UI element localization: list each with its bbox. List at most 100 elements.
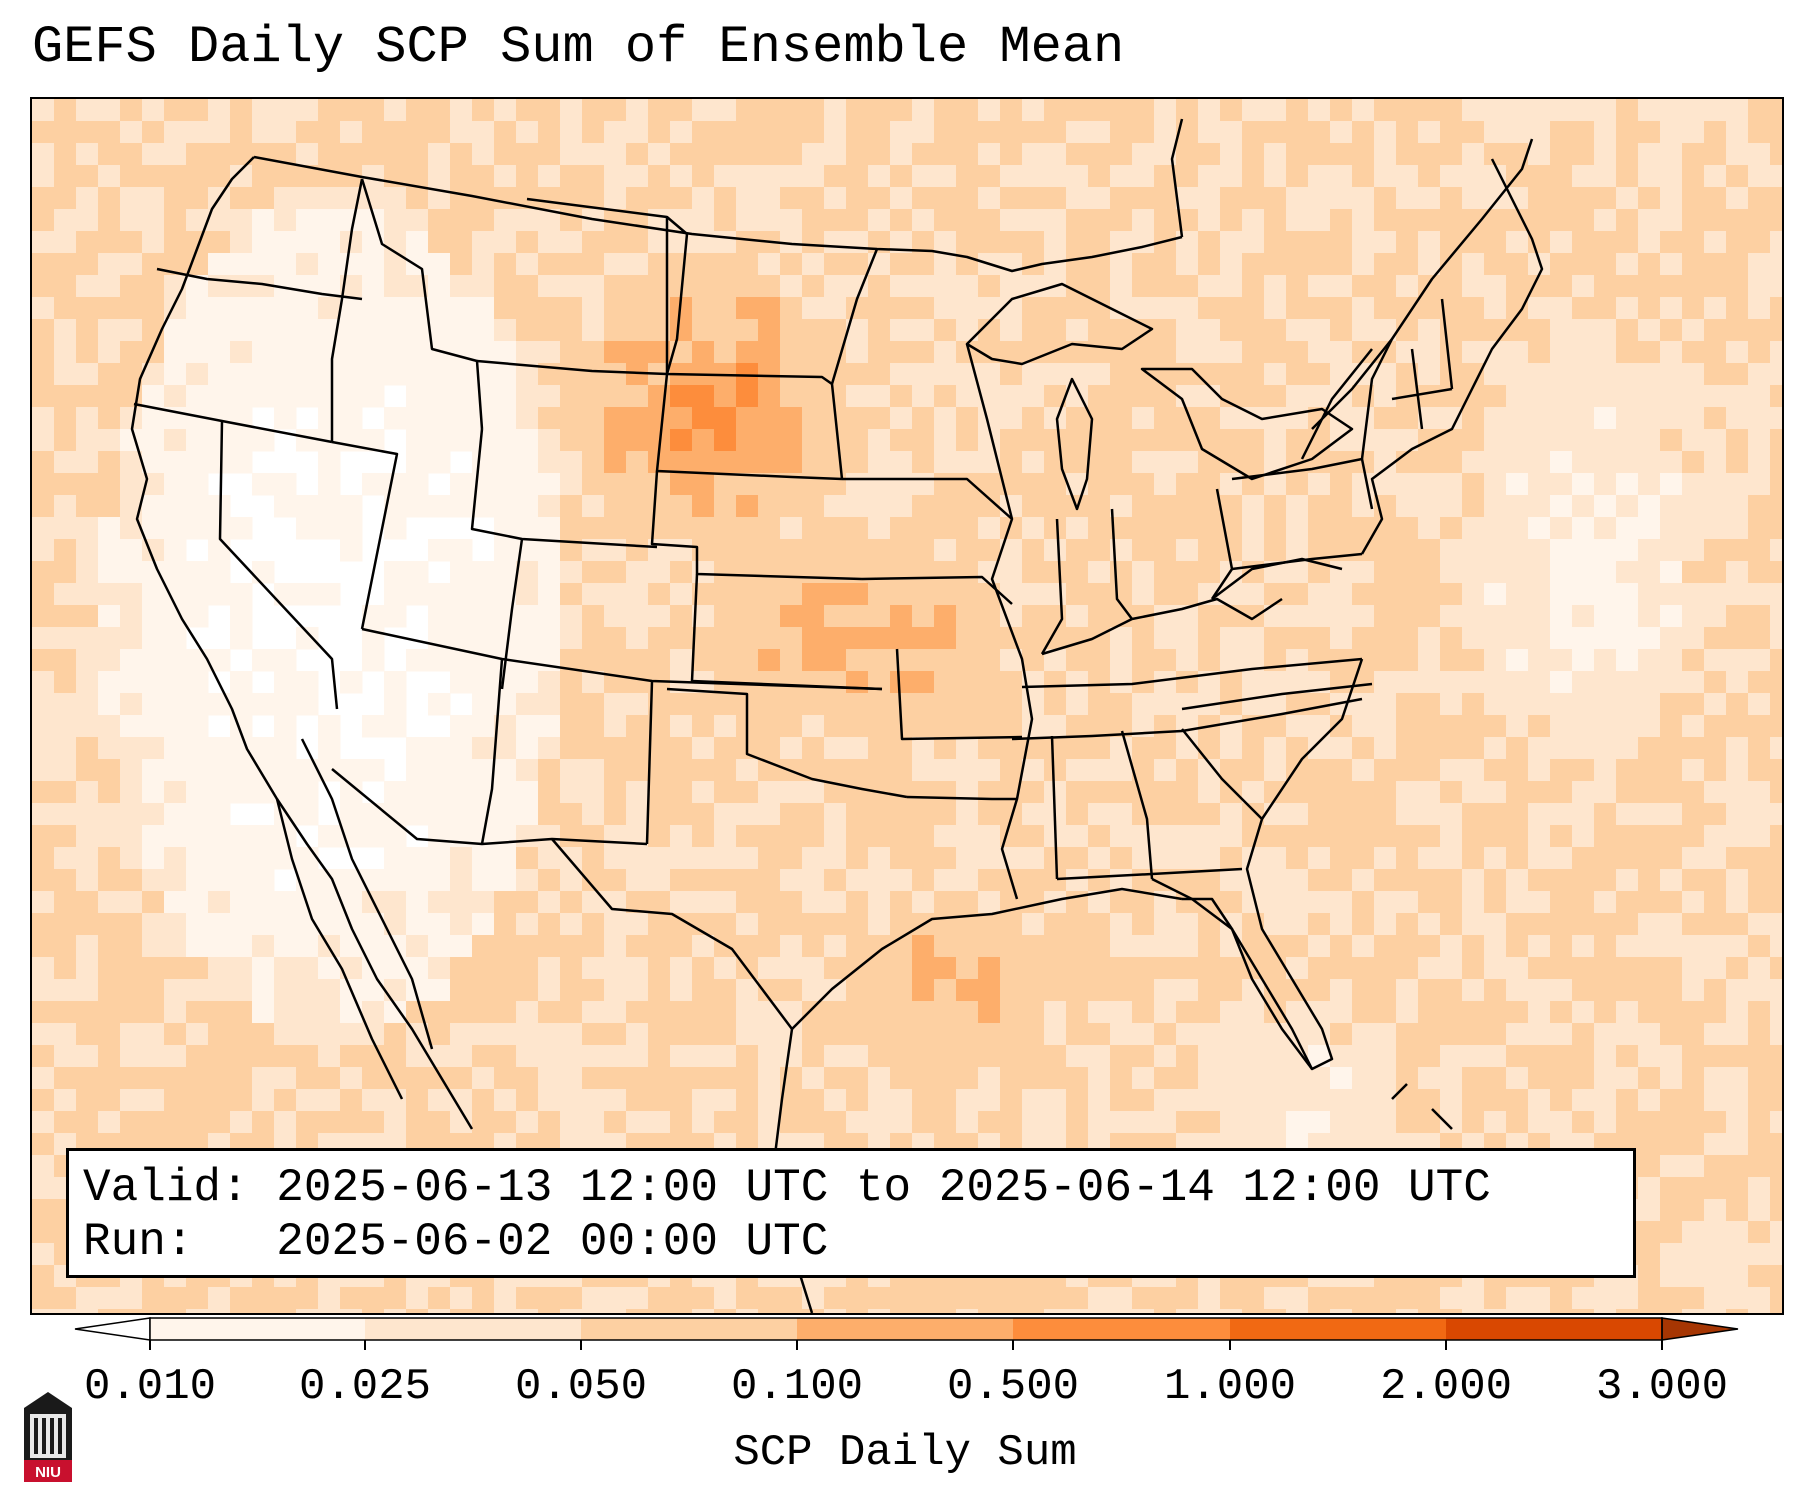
scp-cell bbox=[1330, 517, 1353, 540]
scp-cell bbox=[560, 517, 583, 540]
scp-cell bbox=[1484, 1287, 1507, 1310]
scp-cell bbox=[956, 1309, 979, 1313]
scp-cell bbox=[1286, 253, 1309, 276]
scp-cell bbox=[1440, 143, 1463, 166]
scp-cell bbox=[956, 319, 979, 342]
scp-cell bbox=[1572, 341, 1595, 364]
scp-cell bbox=[1594, 363, 1617, 386]
east-coast-ne bbox=[1360, 158, 1544, 555]
scp-cell bbox=[318, 121, 341, 144]
scp-cell bbox=[1022, 649, 1045, 672]
id-west-border bbox=[330, 178, 364, 442]
scp-cell bbox=[824, 473, 847, 496]
scp-cell bbox=[912, 693, 935, 716]
scp-cell bbox=[1132, 1089, 1155, 1112]
scp-cell bbox=[1418, 363, 1441, 386]
scp-cell bbox=[1330, 561, 1353, 584]
scp-cell bbox=[76, 1111, 99, 1134]
scp-cell bbox=[714, 649, 737, 672]
scp-cell bbox=[670, 187, 693, 210]
scp-cell bbox=[1748, 341, 1771, 364]
scp-cell bbox=[1550, 605, 1573, 628]
scp-cell bbox=[428, 847, 451, 870]
scp-cell bbox=[934, 561, 957, 584]
scp-cell bbox=[1220, 253, 1243, 276]
scp-cell bbox=[1352, 231, 1375, 254]
scp-cell bbox=[186, 209, 209, 232]
scp-cell bbox=[1374, 539, 1397, 562]
scp-cell bbox=[736, 341, 759, 364]
scp-cell bbox=[560, 385, 583, 408]
scp-cell bbox=[406, 209, 429, 232]
scp-cell bbox=[1418, 1045, 1441, 1068]
scp-cell bbox=[1308, 605, 1331, 628]
scp-cell bbox=[1286, 605, 1309, 628]
scp-cell bbox=[472, 671, 495, 694]
scp-cell bbox=[802, 561, 825, 584]
scp-cell bbox=[1528, 363, 1551, 386]
scp-cell bbox=[846, 341, 869, 364]
scp-cell bbox=[208, 1309, 231, 1313]
scp-cell bbox=[340, 319, 363, 342]
scp-cell bbox=[362, 165, 385, 188]
scp-cell bbox=[1572, 715, 1595, 738]
scp-cell bbox=[472, 1309, 495, 1313]
scp-cell bbox=[604, 341, 627, 364]
scp-cell bbox=[1616, 605, 1639, 628]
scp-cell bbox=[1396, 143, 1419, 166]
scp-cell bbox=[1220, 231, 1243, 254]
scp-cell bbox=[934, 231, 957, 254]
scp-cell bbox=[1286, 1001, 1309, 1024]
scp-cell bbox=[1330, 1045, 1353, 1068]
scp-cell bbox=[1660, 253, 1683, 276]
scp-cell bbox=[714, 847, 737, 870]
scp-cell bbox=[868, 275, 891, 298]
scp-cell bbox=[1638, 803, 1661, 826]
map-title: GEFS Daily SCP Sum of Ensemble Mean bbox=[32, 18, 1125, 77]
scp-cell bbox=[76, 1023, 99, 1046]
scp-cell bbox=[120, 1287, 143, 1310]
scp-cell bbox=[978, 1001, 1001, 1024]
scp-cell bbox=[428, 187, 451, 210]
scp-cell bbox=[934, 715, 957, 738]
scp-cell bbox=[362, 187, 385, 210]
scp-cell bbox=[1704, 451, 1727, 474]
scp-cell bbox=[1132, 121, 1155, 144]
scp-cell bbox=[274, 495, 297, 518]
scp-cell bbox=[1550, 539, 1573, 562]
scp-cell bbox=[428, 209, 451, 232]
scp-cell bbox=[516, 99, 539, 122]
scp-cell bbox=[450, 231, 473, 254]
scp-cell bbox=[1286, 1089, 1309, 1112]
scp-cell bbox=[1352, 803, 1375, 826]
scp-cell bbox=[1440, 121, 1463, 144]
scp-cell bbox=[494, 341, 517, 364]
scp-cell bbox=[1044, 143, 1067, 166]
scp-cell bbox=[1374, 363, 1397, 386]
scp-cell bbox=[1682, 781, 1705, 804]
scp-cell bbox=[824, 803, 847, 826]
scp-cell bbox=[164, 385, 187, 408]
scp-cell bbox=[472, 913, 495, 936]
scp-cell bbox=[714, 99, 737, 122]
scp-cell bbox=[32, 979, 55, 1002]
run-value: 2025-06-02 00:00 UTC bbox=[276, 1216, 829, 1268]
scp-cell bbox=[1220, 165, 1243, 188]
scp-cell bbox=[758, 561, 781, 584]
scp-cell bbox=[142, 693, 165, 716]
scp-cell bbox=[1220, 1067, 1243, 1090]
scp-cell bbox=[362, 935, 385, 958]
scp-cell bbox=[274, 319, 297, 342]
scp-cell bbox=[868, 1045, 891, 1068]
al-ga-border bbox=[1120, 730, 1154, 880]
scp-cell bbox=[1176, 231, 1199, 254]
scp-cell bbox=[824, 1089, 847, 1112]
scp-cell bbox=[32, 1133, 55, 1156]
scp-cell bbox=[1088, 935, 1111, 958]
scp-cell bbox=[1242, 539, 1265, 562]
scp-cell bbox=[692, 429, 715, 452]
scp-cell bbox=[1506, 451, 1529, 474]
scp-cell bbox=[1440, 891, 1463, 914]
scp-cell bbox=[164, 1309, 187, 1313]
scp-cell bbox=[1726, 1067, 1749, 1090]
